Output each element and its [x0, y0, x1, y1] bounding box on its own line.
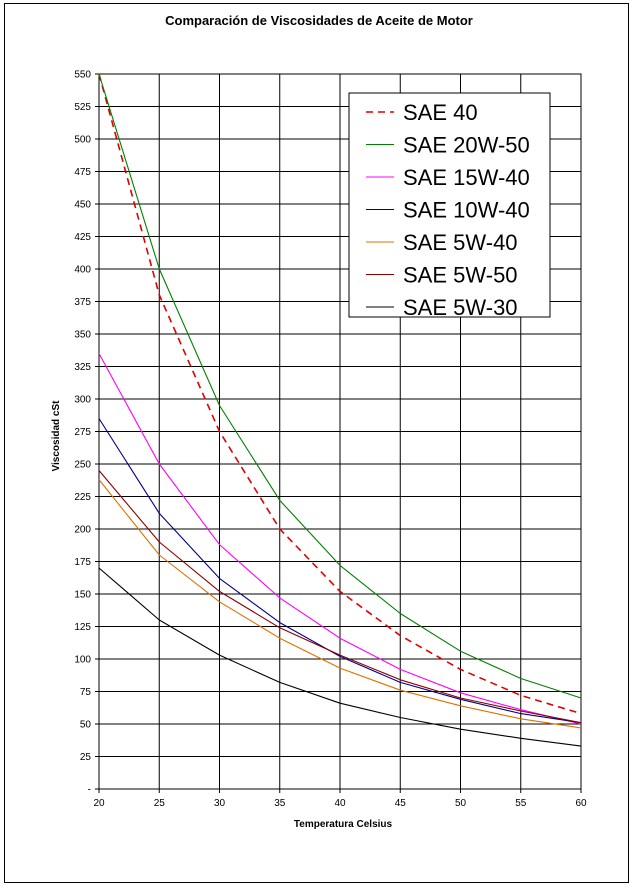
y-axis-ticks: - 25 50 75 100 125 150 175 200 225 250 275 300 325 350… [74, 70, 99, 796]
x-axis-label: Temperatura Celsius [294, 819, 393, 830]
series-line-4 [98, 418, 582, 724]
y-tick-label: 350 [74, 330, 91, 341]
y-tick-label: 475 [74, 167, 91, 178]
x-axis-ticks: 20 25 30 35 40 45 50 55 60 [93, 789, 587, 809]
series-lines [98, 73, 582, 747]
y-tick-label: 525 [74, 102, 91, 113]
legend-label: SAE 5W-50 [403, 263, 518, 288]
y-tick-label: 250 [74, 460, 91, 471]
legend-label: SAE 15W-40 [403, 165, 530, 190]
y-tick-label: 550 [74, 70, 91, 81]
x-tick-label: 50 [455, 798, 467, 809]
y-tick-label: - [88, 785, 91, 796]
y-tick-label: 50 [80, 720, 92, 731]
y-tick-label: 125 [74, 622, 91, 633]
y-axis-label: Viscosidad cSt [51, 400, 62, 472]
legend: SAE 40 SAE 20W-50 SAE 15W-40 SAE 10W-40 SAE … [348, 92, 551, 320]
x-tick-label: 35 [274, 798, 286, 809]
chart-frame: Comparación de Viscosidades de Aceite de… [4, 3, 629, 883]
y-tick-label: 225 [74, 492, 91, 503]
x-tick-label: 25 [154, 798, 166, 809]
legend-label: SAE 40 [403, 100, 478, 125]
legend-label: SAE 5W-30 [403, 295, 518, 320]
legend-label: SAE 20W-50 [403, 133, 530, 158]
series-line-1 [98, 73, 582, 715]
y-tick-label: 450 [74, 200, 91, 211]
y-tick-label: 375 [74, 297, 91, 308]
chart-title: Comparación de Viscosidades de Aceite de… [165, 13, 473, 28]
y-tick-label: 500 [74, 135, 91, 146]
x-tick-label: 55 [515, 798, 527, 809]
series-line-2 [98, 73, 582, 699]
x-tick-label: 45 [395, 798, 407, 809]
x-tick-label: 30 [214, 798, 226, 809]
series-line-6 [98, 470, 582, 724]
y-tick-label: 275 [74, 427, 91, 438]
y-tick-label: 425 [74, 232, 91, 243]
y-tick-label: 300 [74, 395, 91, 406]
y-tick-label: 175 [74, 557, 91, 568]
x-tick-label: 40 [334, 798, 346, 809]
y-tick-label: 325 [74, 362, 91, 373]
y-tick-label: 400 [74, 265, 91, 276]
legend-box [348, 92, 551, 318]
series-line-7 [98, 567, 582, 747]
y-tick-label: 75 [80, 687, 92, 698]
legend-label: SAE 5W-40 [403, 230, 518, 255]
line-chart: Comparación de Viscosidades de Aceite de… [51, 13, 587, 830]
legend-label: SAE 10W-40 [403, 198, 530, 223]
series-line-5 [98, 479, 582, 729]
y-tick-label: 25 [80, 752, 92, 763]
y-tick-label: 150 [74, 590, 91, 601]
x-tick-label: 60 [575, 798, 587, 809]
y-tick-label: 100 [74, 655, 91, 666]
series-line-3 [98, 353, 582, 725]
y-tick-label: 200 [74, 525, 91, 536]
x-tick-label: 20 [93, 798, 105, 809]
